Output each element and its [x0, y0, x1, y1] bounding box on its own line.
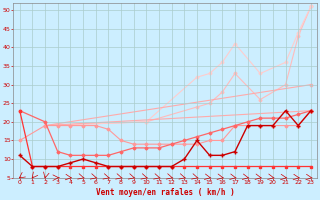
X-axis label: Vent moyen/en rafales ( km/h ): Vent moyen/en rafales ( km/h )	[96, 188, 235, 197]
